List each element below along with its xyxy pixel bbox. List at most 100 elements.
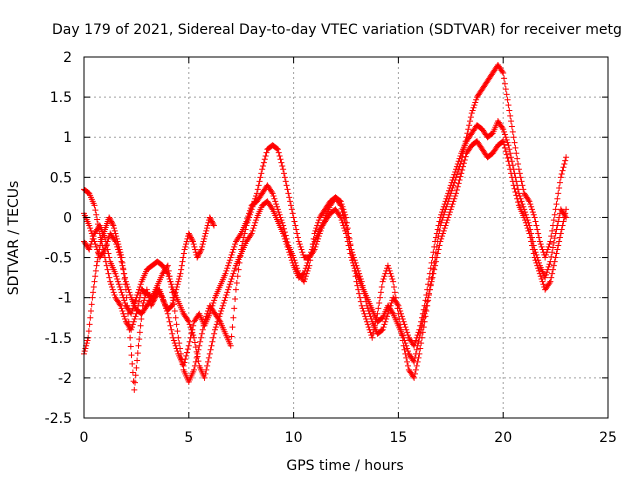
data-point xyxy=(556,238,563,245)
data-point xyxy=(86,321,93,328)
data-point xyxy=(500,70,507,77)
data-point xyxy=(196,250,203,257)
data-point xyxy=(472,99,479,106)
data-point xyxy=(500,126,507,133)
data-point xyxy=(268,189,275,196)
data-point xyxy=(306,254,313,261)
data-point xyxy=(206,310,213,317)
data-point xyxy=(88,301,95,308)
data-point xyxy=(284,186,291,193)
data-point xyxy=(214,318,221,325)
data-point xyxy=(339,209,346,216)
data-point xyxy=(170,337,177,344)
data-point xyxy=(206,350,213,357)
data-point xyxy=(272,198,279,205)
data-point xyxy=(223,267,230,274)
data-point xyxy=(120,270,127,277)
data-point xyxy=(402,324,409,331)
data-point xyxy=(227,342,234,349)
data-point xyxy=(432,238,439,245)
data-point xyxy=(360,308,367,315)
data-point xyxy=(503,91,510,98)
data-point xyxy=(556,234,563,241)
data-point xyxy=(444,193,451,200)
data-point xyxy=(128,352,135,359)
data-point xyxy=(87,243,94,250)
y-tick-label: -2.5 xyxy=(45,411,72,427)
data-point xyxy=(291,218,298,225)
data-point xyxy=(140,300,147,307)
data-point xyxy=(149,300,156,307)
data-point xyxy=(548,233,555,240)
data-point xyxy=(282,238,289,245)
data-point xyxy=(287,254,294,261)
data-point xyxy=(555,190,562,197)
data-point xyxy=(173,286,180,293)
data-point xyxy=(125,318,132,325)
data-point xyxy=(388,273,395,280)
data-point xyxy=(405,348,412,355)
data-point xyxy=(198,330,205,337)
data-point xyxy=(135,289,142,296)
data-point xyxy=(261,156,268,163)
data-point xyxy=(280,170,287,177)
data-point xyxy=(283,241,290,248)
data-point xyxy=(176,273,183,280)
data-point xyxy=(542,254,549,261)
data-point xyxy=(363,316,370,323)
data-point xyxy=(350,262,357,269)
data-point xyxy=(152,294,159,301)
data-point xyxy=(469,107,476,114)
data-point xyxy=(445,190,452,197)
data-point xyxy=(107,278,114,285)
data-point xyxy=(384,262,391,269)
data-point xyxy=(562,157,569,164)
data-point xyxy=(251,222,258,229)
data-point xyxy=(110,289,117,296)
data-point xyxy=(388,300,395,307)
data-point xyxy=(93,211,100,218)
data-point xyxy=(174,328,181,335)
data-point xyxy=(273,201,280,208)
data-point xyxy=(439,233,446,240)
data-point xyxy=(243,218,250,225)
data-point xyxy=(118,254,125,261)
data-point xyxy=(208,342,215,349)
data-point xyxy=(153,291,160,298)
data-point xyxy=(230,270,237,277)
data-point xyxy=(416,334,423,341)
data-point xyxy=(510,182,517,189)
data-point xyxy=(438,211,445,218)
data-point xyxy=(201,374,208,381)
data-point xyxy=(414,342,421,349)
data-point xyxy=(260,159,267,166)
data-point xyxy=(391,283,398,290)
data-point xyxy=(232,241,239,248)
data-point xyxy=(197,247,204,254)
x-tick-labels: 0 5 10 15 20 25 xyxy=(80,430,617,446)
data-point xyxy=(537,273,544,280)
data-point xyxy=(87,225,94,232)
data-point xyxy=(189,329,196,336)
data-point xyxy=(192,246,199,253)
data-point xyxy=(453,163,460,170)
data-point xyxy=(285,190,292,197)
data-point xyxy=(133,364,140,371)
data-point xyxy=(526,230,533,237)
data-point xyxy=(411,370,418,377)
data-point xyxy=(198,334,205,341)
data-point xyxy=(213,321,220,328)
data-point xyxy=(529,242,536,249)
data-point xyxy=(340,222,347,229)
data-point xyxy=(401,346,408,353)
data-point xyxy=(199,243,206,250)
data-point xyxy=(104,266,111,273)
data-point xyxy=(308,246,315,253)
data-point xyxy=(84,337,91,344)
data-point xyxy=(534,226,541,233)
data-point xyxy=(342,219,349,226)
data-point xyxy=(365,324,372,331)
data-point xyxy=(385,265,392,272)
data-point xyxy=(132,297,139,304)
data-point xyxy=(190,332,197,339)
